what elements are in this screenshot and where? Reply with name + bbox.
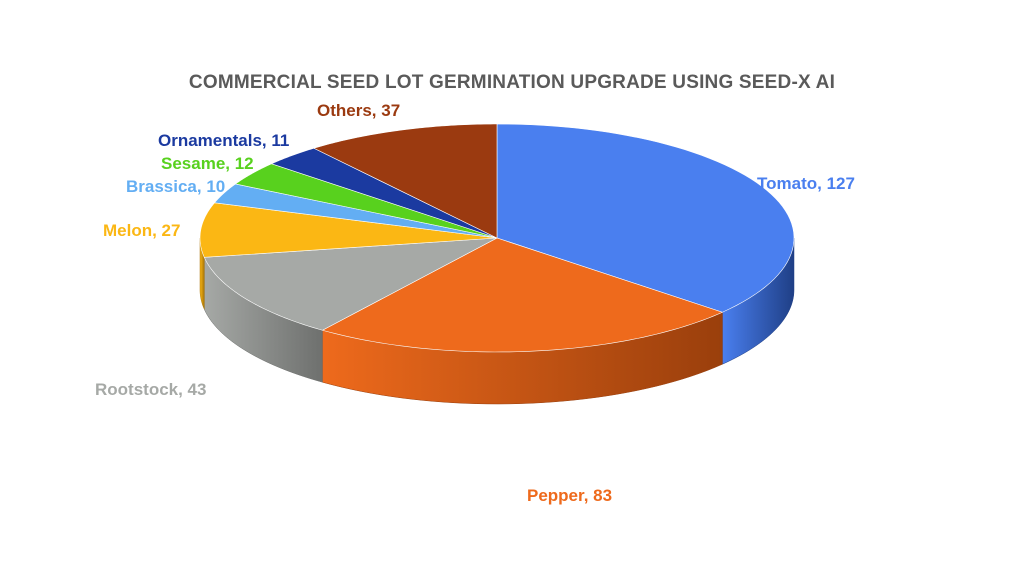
data-label-rootstock: Rootstock, 43 (95, 380, 207, 399)
pie-slice-others (313, 123, 498, 239)
pie-slice-tomato (496, 123, 795, 313)
data-label-melon: Melon, 27 (103, 221, 181, 240)
data-label-sesame: Sesame, 12 (161, 154, 254, 173)
pie-slice-sesame (234, 163, 498, 239)
data-label-others: Others, 37 (317, 101, 401, 120)
chart-title: COMMERCIAL SEED LOT GERMINATION UPGRADE … (188, 72, 836, 93)
data-label-tomato: Tomato, 127 (757, 174, 855, 193)
data-label-ornamentals: Ornamentals, 11 (158, 131, 290, 150)
pie-slice-melon (199, 202, 498, 258)
pie-slice-pepper (321, 237, 724, 353)
data-label-brassica: Brassica, 10 (126, 177, 226, 196)
pie-slice-ornamentals (270, 147, 498, 239)
pie-slice-rootstock (203, 237, 498, 331)
data-label-pepper: Pepper, 83 (527, 486, 613, 505)
pie-slice-brassica (213, 183, 498, 239)
